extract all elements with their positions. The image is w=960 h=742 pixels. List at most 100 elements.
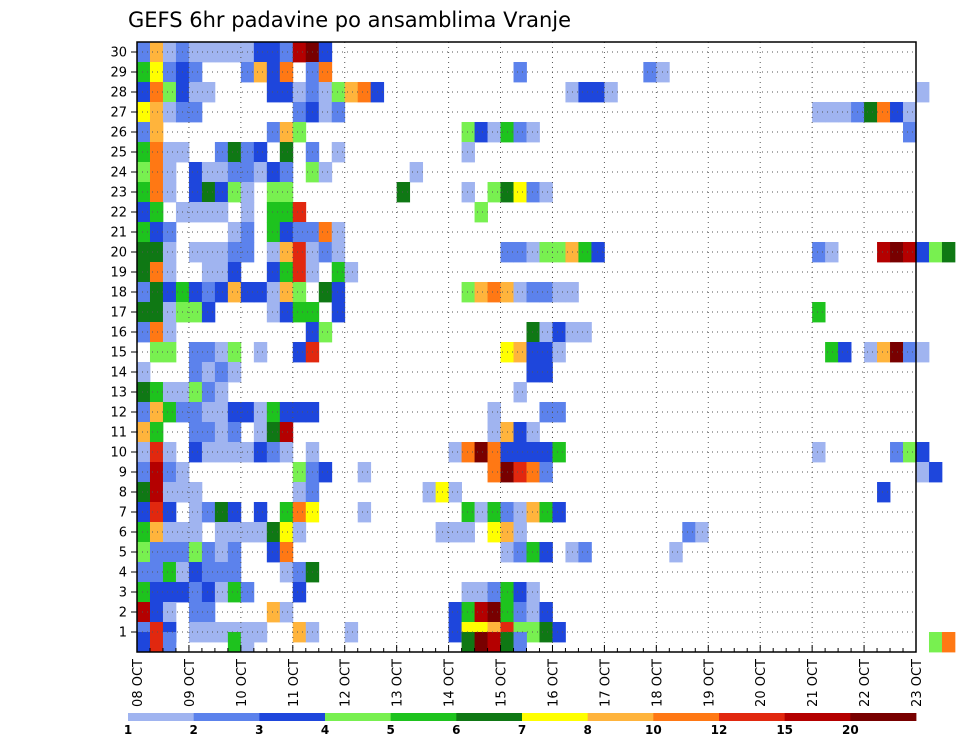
y-tick-label: 17 (110, 306, 127, 321)
heatmap-cell (292, 562, 307, 583)
heatmap-cell (149, 542, 164, 563)
heatmap-cell (253, 282, 268, 303)
heatmap-cell (149, 322, 164, 343)
heatmap-cell (539, 502, 553, 523)
heatmap-cell (188, 622, 203, 643)
y-tick-label: 4 (119, 566, 127, 581)
heatmap-cell (188, 82, 203, 103)
heatmap-cell (137, 42, 151, 63)
heatmap-cell (279, 142, 294, 163)
heatmap-cell (357, 82, 372, 103)
heatmap-cell (162, 562, 177, 583)
heatmap-cell (149, 422, 164, 443)
heatmap-cell (188, 542, 203, 563)
heatmap-cell (487, 462, 501, 483)
heatmap-cell (162, 262, 177, 283)
heatmap-cell (578, 82, 592, 103)
heatmap-cell (227, 42, 242, 63)
heatmap-cell (162, 162, 177, 183)
y-tick-label: 13 (110, 386, 127, 401)
heatmap-cell (201, 242, 216, 263)
heatmap-cell (162, 542, 177, 563)
x-tick-label: 16 OCT (547, 659, 562, 707)
heatmap-cell (357, 502, 372, 523)
y-tick-label: 19 (110, 266, 127, 281)
heatmap-cell (916, 82, 930, 103)
x-tick-label: 09 OCT (183, 659, 198, 707)
heatmap-cell (214, 402, 229, 423)
heatmap-cell (149, 162, 164, 183)
heatmap-cell (266, 82, 281, 103)
heatmap-cell (825, 242, 839, 263)
heatmap-cell (643, 62, 657, 83)
heatmap-cell (474, 632, 488, 653)
heatmap-cell (539, 342, 553, 363)
heatmap-cell (266, 182, 281, 203)
heatmap-cell (137, 62, 151, 83)
heatmap-cell (864, 102, 878, 123)
heatmap-cell (526, 242, 540, 263)
y-tick-label: 3 (119, 586, 127, 601)
heatmap-cell (513, 62, 527, 83)
heatmap-cell (149, 202, 164, 223)
heatmap-cell (877, 342, 891, 363)
legend-swatch (456, 713, 523, 721)
heatmap-cell (162, 582, 177, 603)
heatmap-cell (539, 542, 553, 563)
heatmap-cell (877, 242, 891, 263)
heatmap-cell (201, 602, 216, 623)
heatmap-cell (188, 302, 203, 323)
heatmap-cell (487, 502, 501, 523)
heatmap-cell (500, 632, 514, 653)
heatmap-cell (318, 242, 333, 263)
heatmap-cell (227, 502, 242, 523)
heatmap-cell (552, 622, 566, 643)
heatmap-cell (656, 62, 670, 83)
heatmap-cell (201, 262, 216, 283)
heatmap-cell (137, 322, 151, 343)
heatmap-cell (227, 262, 242, 283)
heatmap-cell (539, 362, 553, 383)
heatmap-cell (201, 382, 216, 403)
heatmap-cell (331, 222, 346, 243)
heatmap-cell (201, 442, 216, 463)
heatmap-cell (162, 222, 177, 243)
heatmap-cell (695, 522, 709, 543)
heatmap-cell (137, 542, 151, 563)
heatmap-cell (188, 582, 203, 603)
heatmap-cell (149, 502, 164, 523)
heatmap-cell (941, 632, 956, 653)
heatmap-cell (253, 622, 268, 643)
legend-swatch (653, 713, 720, 721)
heatmap-cell (162, 282, 177, 303)
heatmap-cell (513, 462, 527, 483)
heatmap-cell (149, 562, 164, 583)
heatmap-cell (266, 162, 281, 183)
heatmap-cell (604, 82, 618, 103)
heatmap-cell (941, 242, 956, 263)
heatmap-cell (487, 442, 501, 463)
heatmap-cell (331, 282, 346, 303)
heatmap-cell (513, 282, 527, 303)
heatmap-cell (877, 482, 891, 503)
grid-lines (137, 42, 916, 652)
heatmap-cell (214, 542, 229, 563)
heatmap-cell (279, 222, 294, 243)
heatmap-cell (838, 102, 852, 123)
heatmap-cell (253, 62, 268, 83)
heatmap-cell (903, 102, 917, 123)
legend-swatch (522, 713, 589, 721)
heatmap-cell (214, 262, 229, 283)
heatmap-cell (162, 142, 177, 163)
heatmap-cell (137, 632, 151, 653)
heatmap-cell (578, 322, 592, 343)
heatmap-cell (474, 442, 488, 463)
heatmap-cell (214, 162, 229, 183)
heatmap-cell (227, 522, 242, 543)
heatmap-cell (227, 142, 242, 163)
heatmap-cell (409, 162, 424, 183)
heatmap-cell (292, 102, 307, 123)
heatmap-cell (162, 632, 177, 653)
heatmap-cell (461, 122, 475, 143)
legend-swatch (390, 713, 457, 721)
